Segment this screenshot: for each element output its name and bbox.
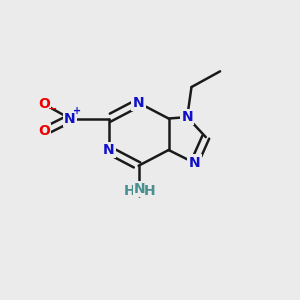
Text: H: H — [144, 184, 156, 199]
Text: N: N — [134, 182, 146, 196]
Text: −: − — [47, 103, 57, 113]
Text: N: N — [182, 110, 193, 124]
Text: H: H — [124, 184, 136, 199]
Text: O: O — [38, 124, 50, 138]
Text: N: N — [133, 96, 144, 110]
Text: N: N — [103, 143, 114, 157]
Text: O: O — [38, 97, 50, 111]
Text: N: N — [188, 156, 200, 170]
Text: N: N — [64, 112, 76, 125]
Text: +: + — [73, 106, 81, 116]
